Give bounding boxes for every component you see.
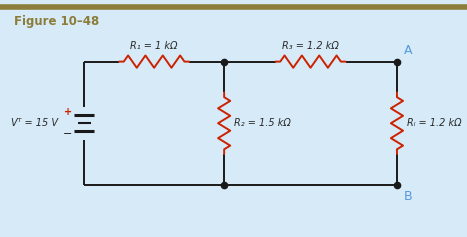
Text: A: A — [404, 44, 412, 57]
Text: B: B — [404, 190, 412, 203]
Text: −: − — [63, 129, 72, 139]
Text: R₃ = 1.2 kΩ: R₃ = 1.2 kΩ — [282, 41, 339, 51]
Text: +: + — [64, 107, 72, 117]
Text: Figure 10–48: Figure 10–48 — [14, 15, 99, 28]
Text: Vᵀ = 15 V: Vᵀ = 15 V — [11, 118, 58, 128]
Text: R₂ = 1.5 kΩ: R₂ = 1.5 kΩ — [234, 118, 291, 128]
Text: Rₗ = 1.2 kΩ: Rₗ = 1.2 kΩ — [407, 118, 462, 128]
Text: R₁ = 1 kΩ: R₁ = 1 kΩ — [130, 41, 178, 51]
